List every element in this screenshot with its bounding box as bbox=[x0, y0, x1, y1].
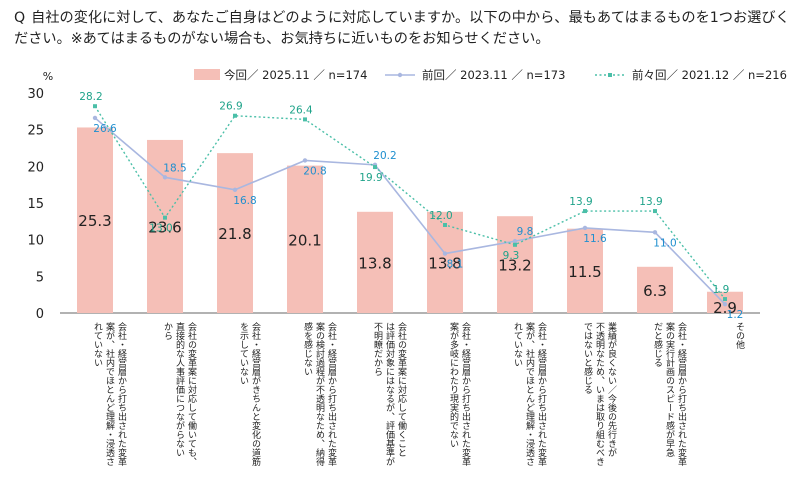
point-previous bbox=[232, 187, 238, 192]
line-layer bbox=[92, 104, 728, 307]
prev-value-label: 8.1 bbox=[447, 259, 464, 271]
prev-value-label: 1.2 bbox=[727, 309, 744, 321]
bar bbox=[287, 165, 323, 313]
bar-value-label: 11.5 bbox=[568, 263, 601, 281]
legend-swatch-current bbox=[194, 69, 220, 80]
point-previous2 bbox=[443, 223, 447, 227]
category-label: 会社・経営層がきちんと変化の道筋 を示していない bbox=[238, 322, 260, 466]
prev2-value-label: 28.2 bbox=[79, 91, 102, 103]
bar bbox=[637, 266, 673, 313]
point-previous2 bbox=[93, 104, 97, 109]
point-previous bbox=[162, 175, 168, 180]
y-tick-label: 10 bbox=[27, 234, 44, 249]
prev2-value-label: 13.0 bbox=[149, 223, 172, 235]
category-label: 会社・経営層から打ち出された変革 案の実行計画のスピード感が早急 だと感じる bbox=[652, 322, 686, 466]
bar bbox=[147, 139, 183, 313]
bar bbox=[77, 127, 113, 313]
category-label: 会社・経営層から打ち出された変革 案が多岐にわたり現実的でない bbox=[448, 322, 470, 466]
category-label: 会社の変革案に対応して働くこと は評価対象にはなるが、評価基準が 不明瞭だから bbox=[372, 322, 406, 466]
point-previous bbox=[92, 115, 98, 121]
legend-marker-previous2 bbox=[608, 73, 612, 77]
bar-value-label: 20.1 bbox=[288, 231, 321, 249]
point-previous bbox=[302, 158, 308, 163]
legend-label-previous2: 前々回／ 2021.12 ／ n=216 bbox=[632, 68, 787, 82]
category-label: 会社・経営層から打ち出された変革 案が、社内でほとんど理解・浸透さ れていない bbox=[512, 322, 546, 466]
prev-value-label: 11.6 bbox=[583, 233, 607, 245]
prev-value-label: 11.0 bbox=[653, 237, 676, 249]
y-tick-label: 0 bbox=[36, 307, 44, 322]
question-prefix: Q bbox=[14, 10, 26, 26]
point-previous2 bbox=[233, 113, 237, 118]
y-axis-unit: % bbox=[43, 70, 53, 83]
legend: 今回／ 2025.11 ／ n=174 前回／ 2023.11 ／ n=173 前々… bbox=[194, 68, 787, 82]
prev2-value-label: 9.3 bbox=[503, 250, 520, 262]
point-previous bbox=[582, 225, 588, 231]
question-text: Q 自社の変化に対して、あなたご自身はどのように対応していますか。以下の中から、最… bbox=[14, 8, 790, 50]
bar-value-label: 13.8 bbox=[358, 254, 391, 272]
prev-value-label: 20.8 bbox=[303, 165, 326, 177]
category-label: 会社・経営層から打ち出された変革 案の検討過程が不透明なため、納得 感を感じない bbox=[302, 322, 336, 466]
prev-value-label: 18.5 bbox=[163, 162, 186, 174]
prev2-value-label: 19.9 bbox=[359, 172, 382, 184]
prev2-value-label: 13.9 bbox=[639, 196, 662, 208]
y-tick-label: 15 bbox=[27, 197, 44, 212]
point-previous2 bbox=[163, 215, 167, 220]
prev-value-label: 16.8 bbox=[233, 195, 256, 207]
point-previous2 bbox=[303, 117, 307, 122]
point-previous2 bbox=[513, 242, 517, 247]
bar-value-label: 13.2 bbox=[498, 257, 531, 275]
prev-value-label: 26.6 bbox=[93, 123, 117, 135]
bar-value-label: 13.8 bbox=[428, 254, 461, 272]
y-tick-label: 30 bbox=[27, 87, 44, 102]
bar-value-label: 21.8 bbox=[218, 225, 251, 243]
series-line-previous bbox=[94, 117, 726, 305]
prev2-value-label: 13.9 bbox=[569, 196, 592, 208]
y-tick-label: 25 bbox=[27, 124, 44, 139]
series-line-previous2 bbox=[94, 105, 726, 300]
category-label: 業績が良くない／今後の先行きが 不透明なため、いまは取り組むべき ではないと感じ… bbox=[582, 322, 616, 466]
point-previous bbox=[722, 302, 728, 307]
point-previous2 bbox=[653, 209, 657, 214]
data-label-layer: 25.3 23.6 21.8 20.1 13.8 13.8 13.2 11.5 6.3 2.9 26… bbox=[78, 91, 743, 321]
bar-layer bbox=[77, 127, 743, 313]
legend-label-current: 今回／ 2025.11 ／ n=174 bbox=[224, 68, 367, 82]
prev2-value-label: 1.9 bbox=[713, 284, 730, 296]
legend-marker-previous bbox=[397, 72, 403, 78]
point-previous bbox=[512, 238, 518, 244]
bar-value-label: 2.9 bbox=[713, 299, 737, 317]
bar bbox=[567, 228, 603, 313]
y-tick-label: 5 bbox=[36, 270, 44, 285]
bar bbox=[497, 216, 533, 313]
bar bbox=[357, 211, 393, 313]
prev2-value-label: 26.4 bbox=[289, 104, 313, 116]
prev2-value-label: 26.9 bbox=[219, 101, 242, 113]
prev-value-label: 20.2 bbox=[373, 150, 396, 162]
point-previous bbox=[442, 251, 448, 256]
category-label: 会社・経営層から打ち出された変革 案が、社内でほとんど理解・浸透さ れていない bbox=[92, 322, 126, 466]
point-previous2 bbox=[583, 209, 587, 214]
point-previous bbox=[652, 230, 658, 235]
category-label: その他 bbox=[734, 322, 744, 349]
point-previous2 bbox=[723, 297, 727, 302]
question-body: 自社の変化に対して、あなたご自身はどのように対応していますか。以下の中から、最も… bbox=[14, 10, 790, 47]
bar-value-label: 23.6 bbox=[148, 218, 181, 236]
bar-value-label: 25.3 bbox=[78, 212, 111, 230]
category-label: 会社の変革案に対応して働いても、 直接的な人事評価につながらない から bbox=[162, 322, 196, 466]
legend-label-previous: 前回／ 2023.11 ／ n=173 bbox=[422, 68, 565, 82]
bar-value-label: 6.3 bbox=[643, 282, 667, 300]
y-tick-label: 20 bbox=[27, 160, 44, 175]
prev-value-label: 9.8 bbox=[517, 226, 534, 238]
bar bbox=[217, 153, 253, 313]
point-previous2 bbox=[373, 165, 377, 170]
prev2-value-label: 12.0 bbox=[429, 210, 452, 222]
